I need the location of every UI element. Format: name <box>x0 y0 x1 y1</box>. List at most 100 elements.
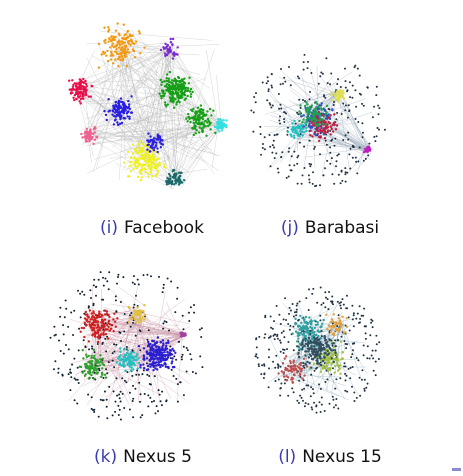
network-node <box>162 322 165 325</box>
network-node <box>103 51 107 54</box>
network-node <box>146 158 149 162</box>
network-node <box>294 122 297 125</box>
network-node <box>78 96 81 99</box>
network-node <box>335 124 339 127</box>
network-node <box>336 361 339 364</box>
network-node <box>107 319 111 323</box>
network-node <box>315 100 318 104</box>
network-node <box>338 302 341 305</box>
network-node <box>81 349 85 352</box>
network-node <box>102 363 105 366</box>
network-node <box>183 179 186 182</box>
network-node <box>323 126 326 130</box>
network-node <box>130 352 133 356</box>
network-node <box>280 155 283 158</box>
network-node <box>317 349 321 352</box>
network-node <box>291 303 294 305</box>
network-node <box>175 377 178 380</box>
network-node <box>335 97 338 101</box>
network-node <box>333 144 336 147</box>
network-node <box>307 384 310 387</box>
network-node <box>315 119 318 122</box>
network-node <box>363 387 366 390</box>
network-node <box>199 355 202 358</box>
network-node <box>308 122 311 126</box>
network-node <box>293 373 296 376</box>
network-node <box>128 103 131 106</box>
network-node <box>299 104 302 107</box>
network-node <box>78 91 81 95</box>
network-node <box>178 174 182 178</box>
network-node <box>117 64 120 68</box>
network-node <box>277 366 280 369</box>
network-node <box>118 397 121 400</box>
network-node <box>146 364 150 368</box>
network-node <box>145 357 149 360</box>
network-node <box>280 331 283 334</box>
network-node <box>278 119 281 122</box>
network-node <box>193 115 197 118</box>
network-node <box>156 165 159 168</box>
network-node <box>186 120 189 123</box>
network-node <box>363 307 366 310</box>
network-node <box>374 374 377 377</box>
network-node <box>305 101 308 104</box>
network-node <box>362 354 365 357</box>
network-node <box>177 183 181 186</box>
network-node <box>91 136 94 139</box>
network-node <box>217 117 220 121</box>
network-node <box>301 124 304 127</box>
network-node <box>366 357 369 360</box>
network-node <box>134 161 137 164</box>
network-node <box>123 379 126 382</box>
network-node <box>137 361 141 365</box>
network-node <box>181 353 184 356</box>
network-node <box>292 315 295 318</box>
network-node <box>314 185 317 188</box>
network-node <box>165 341 168 345</box>
network-node <box>305 129 308 133</box>
network-node <box>135 309 138 312</box>
network-node <box>116 40 119 44</box>
network-node <box>104 376 108 379</box>
network-node <box>144 168 147 171</box>
network-node <box>154 361 157 365</box>
network-node <box>346 294 348 297</box>
network-node <box>90 354 93 358</box>
network-node <box>113 343 116 346</box>
network-node <box>269 165 272 168</box>
network-node <box>89 289 92 292</box>
network-node <box>375 334 378 337</box>
network-node <box>87 316 90 319</box>
network-node <box>219 122 222 125</box>
network-node <box>116 317 119 320</box>
network-node <box>70 376 73 379</box>
network-node <box>298 141 301 144</box>
network-node <box>106 335 109 338</box>
network-node <box>355 160 358 163</box>
network-node <box>162 283 165 286</box>
network-node <box>279 122 281 125</box>
network-node <box>164 365 167 368</box>
network-node <box>320 325 323 328</box>
network-node <box>94 367 97 370</box>
network-node <box>263 364 266 367</box>
network-node <box>308 98 311 101</box>
network-node <box>319 107 323 110</box>
network-node <box>330 339 333 342</box>
network-node <box>199 116 202 120</box>
network-node <box>313 336 316 339</box>
network-node <box>290 309 292 312</box>
network-node <box>49 336 52 339</box>
network-node <box>153 162 156 166</box>
network-node <box>309 126 313 129</box>
network-node <box>147 329 150 332</box>
network-node <box>142 153 145 156</box>
network-node <box>284 366 287 370</box>
network-node <box>225 119 228 122</box>
network-node <box>137 345 141 348</box>
caption-tag: (k) <box>94 447 117 467</box>
network-node <box>168 92 172 95</box>
network-node <box>92 321 95 325</box>
network-node <box>308 129 311 133</box>
